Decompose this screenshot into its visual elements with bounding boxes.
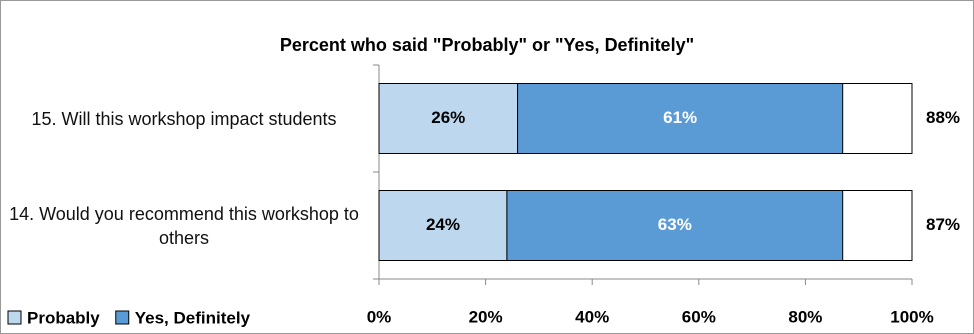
category-label: 15. Will this workshop impact students — [31, 108, 337, 129]
x-tick-label: 20% — [469, 307, 503, 326]
category-label: 14. Would you recommend this workshop to… — [9, 203, 359, 248]
bar-segment — [378, 83, 519, 154]
x-tick-label: 0% — [367, 307, 392, 326]
bar-segment — [506, 190, 844, 261]
x-tick-label: 80% — [788, 307, 822, 326]
total-label: 87% — [926, 215, 960, 234]
legend-label: Yes, Definitely — [135, 308, 251, 327]
data-label: 63% — [658, 215, 692, 234]
data-label: 26% — [431, 108, 465, 127]
data-label: 61% — [663, 108, 697, 127]
legend-swatch — [7, 310, 22, 325]
x-tick-label: 60% — [682, 307, 716, 326]
x-tick-label: 40% — [575, 307, 609, 326]
data-label: 24% — [426, 215, 460, 234]
bar-segment — [378, 190, 508, 261]
bar-segment — [517, 83, 844, 154]
x-tick-label: 100% — [890, 307, 933, 326]
legend-label: Probably — [27, 308, 100, 327]
legend-swatch — [115, 310, 130, 325]
total-label: 88% — [926, 108, 960, 127]
chart-title: Percent who said "Probably" or "Yes, Def… — [280, 35, 694, 55]
